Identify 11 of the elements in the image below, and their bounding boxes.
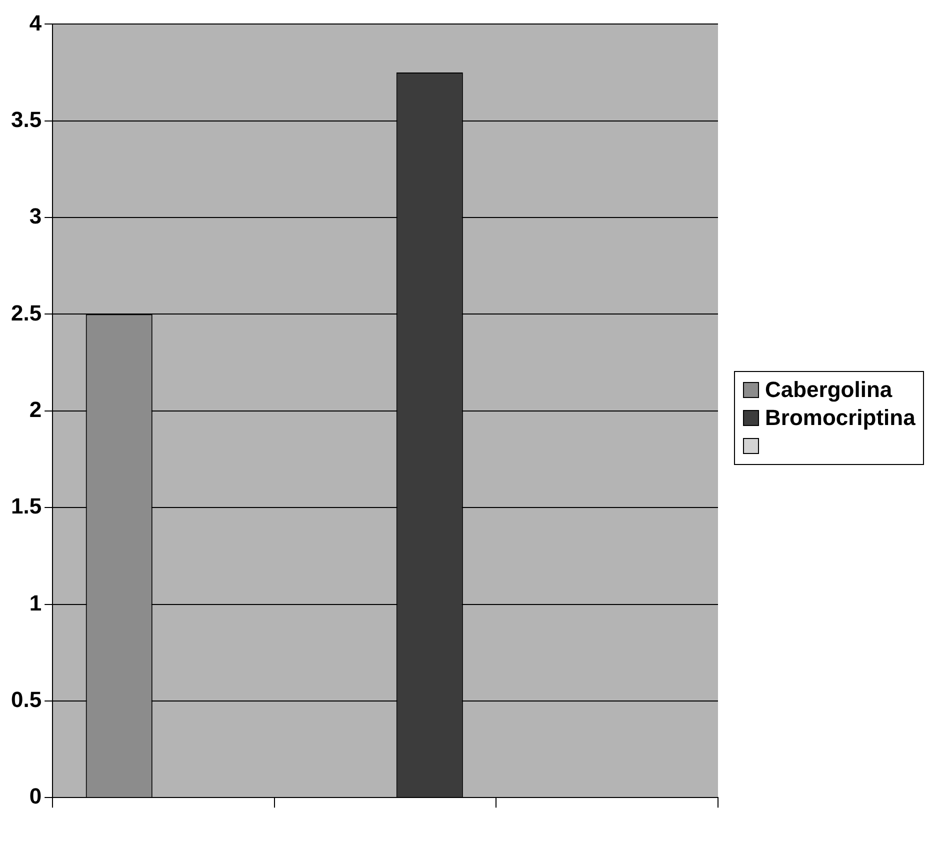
y-tick-label: 2.5	[10, 300, 42, 326]
y-tick-label: 0	[29, 784, 42, 809]
y-tick-label: 0.5	[10, 686, 42, 712]
y-tick-label: 4	[29, 10, 42, 36]
legend-label: Bromocriptina	[765, 404, 916, 432]
y-tick-label: 1.5	[10, 494, 42, 519]
y-tick-label: 2	[29, 396, 42, 422]
legend-label: Cabergolina	[765, 376, 892, 404]
y-tick-label: 1	[29, 590, 42, 616]
y-tick-label: 3.5	[10, 106, 42, 132]
y-tick-label: 3	[29, 204, 42, 229]
